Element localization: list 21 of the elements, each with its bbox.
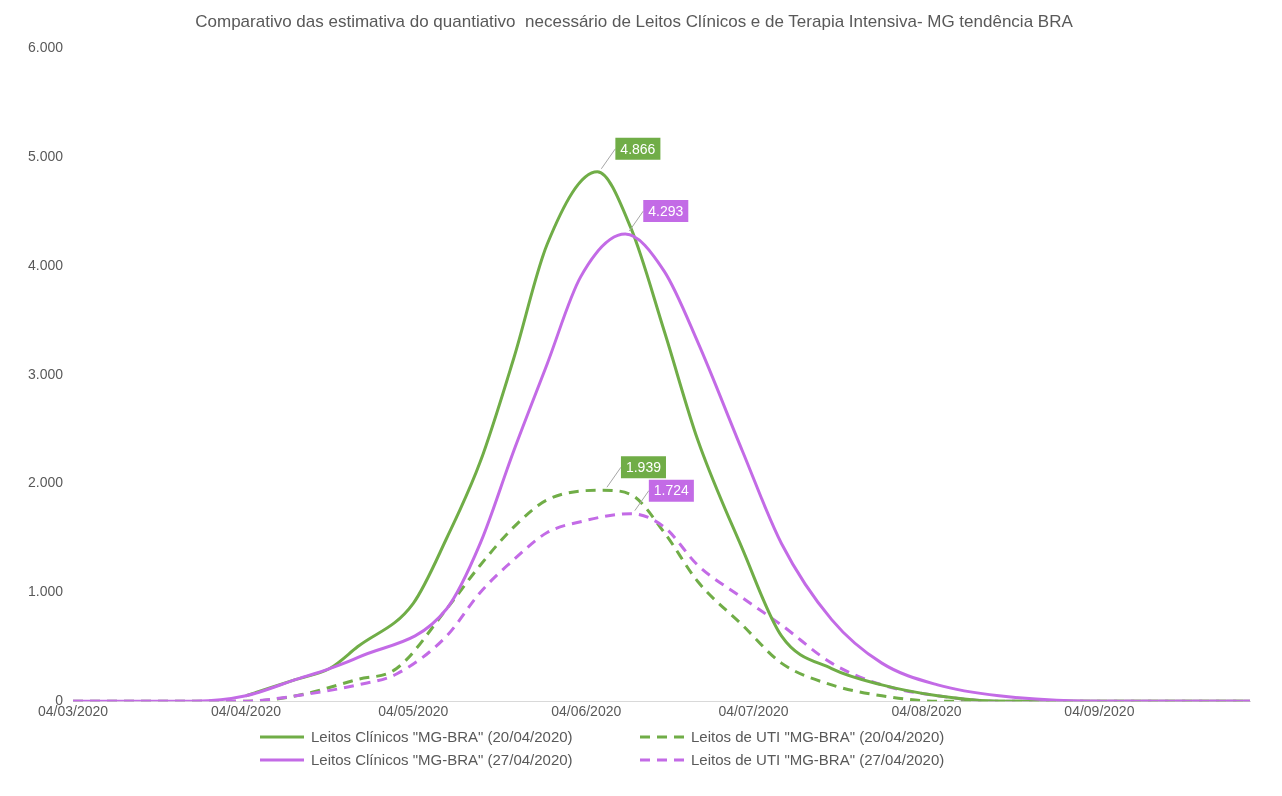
- legend-label: Leitos Clínicos "MG-BRA" (27/04/2020): [311, 751, 573, 768]
- y-tick-label: 4.000: [27, 256, 64, 273]
- legend-label: Leitos de UTI "MG-BRA" (20/04/2020): [691, 728, 945, 745]
- y-tick-label: 2.000: [27, 474, 64, 491]
- x-tick-label: 04/06/2020: [551, 703, 622, 720]
- x-tick-label: 04/05/2020: [378, 703, 449, 720]
- chart-title: Comparativo das estimativa do quantiativo necessário de Leitos Clínicos e de Terapia Intensiva- MG tendência BRA: [195, 11, 1074, 31]
- data-label: 1.724: [653, 482, 690, 499]
- x-tick-label: 04/04/2020: [210, 703, 282, 720]
- data-label: 4.293: [648, 202, 684, 219]
- legend-label: Leitos de UTI "MG-BRA" (27/04/2020): [691, 751, 945, 768]
- y-tick-label: 3.000: [27, 365, 64, 382]
- x-tick-label: 04/09/2020: [1064, 703, 1135, 720]
- data-label: 4.866: [620, 140, 656, 157]
- x-tick-label: 04/08/2020: [891, 703, 962, 720]
- y-tick-label: 1.000: [27, 583, 64, 600]
- x-tick-label: 04/07/2020: [718, 703, 789, 720]
- y-tick-label: 5.000: [27, 148, 64, 165]
- y-tick-label: 6.000: [27, 39, 64, 56]
- data-label: 1.939: [625, 459, 662, 476]
- legend-label: Leitos Clínicos "MG-BRA" (20/04/2020): [311, 728, 573, 745]
